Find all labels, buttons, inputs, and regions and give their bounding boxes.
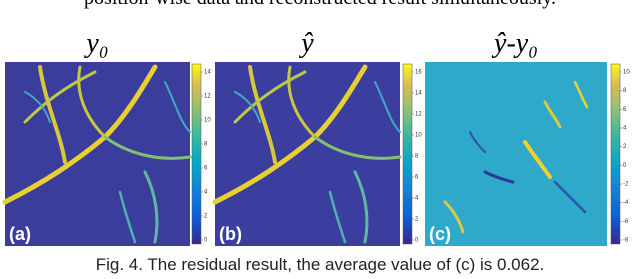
panel-image [425,62,607,246]
panel-title: y₀ [83,28,108,59]
colorbar-tick-label: 14 [204,70,211,76]
colorbar-tick-label: 0 [204,238,208,244]
colorbar-tick-label: 12 [204,94,211,100]
panel-label: (c) [429,224,451,244]
colorbar-tick-label: 16 [415,70,422,76]
panel-title: ŷ [298,28,314,59]
colorbar-tick-label: -8 [623,238,629,244]
colorbar-tick-label: 8 [415,154,419,160]
colorbar-tick-label: 10 [623,70,630,76]
colorbar [402,63,413,245]
colorbar-tick-label: 2 [415,217,419,223]
colorbar-tick-label: 8 [204,142,208,148]
panel-title: ŷ-y₀ [491,28,538,59]
colorbar-tick-label: -4 [623,200,629,206]
colorbar-tick-label: -6 [623,219,629,225]
caption: Fig. 4. The residual result, the average… [96,255,545,274]
colorbar-tick-label: -2 [623,182,629,188]
panel-label: (b) [219,224,242,244]
colorbar-tick-label: 10 [204,118,211,124]
colorbar-tick-label: 0 [415,238,419,244]
colorbar [610,63,621,245]
colorbar-tick-label: 14 [415,91,422,97]
colorbar [191,63,202,245]
colorbar-tick-label: 2 [204,214,208,220]
colorbar-tick-label: 2 [623,144,627,150]
colorbar-tick-label: 4 [623,126,627,132]
colorbar-tick-label: 6 [204,166,208,172]
colorbar-tick-label: 6 [415,175,419,181]
header-text: position-wise data and reconstructed res… [84,0,556,9]
colorbar-tick-label: 8 [623,88,627,94]
panel-image [5,62,190,246]
colorbar-tick-label: 0 [623,163,627,169]
colorbar-tick-label: 4 [204,190,208,196]
colorbar-tick-label: 6 [623,107,627,113]
colorbar-tick-label: 12 [415,112,422,118]
panel-label: (a) [9,224,31,244]
panel-image [215,62,400,246]
colorbar-tick-label: 4 [415,196,419,202]
colorbar-tick-label: 10 [415,133,422,139]
